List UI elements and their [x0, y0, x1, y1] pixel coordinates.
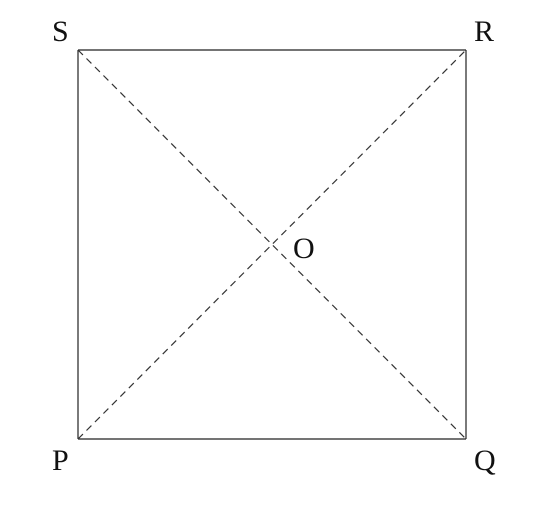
vertex-label-r: R — [474, 15, 494, 48]
vertex-label-q: Q — [474, 444, 496, 477]
center-label-o: O — [293, 232, 315, 265]
diagonal-pr — [77, 49, 467, 440]
vertex-label-s: S — [52, 15, 69, 48]
vertex-label-p: P — [52, 444, 69, 477]
diagonal-sq — [77, 49, 467, 440]
